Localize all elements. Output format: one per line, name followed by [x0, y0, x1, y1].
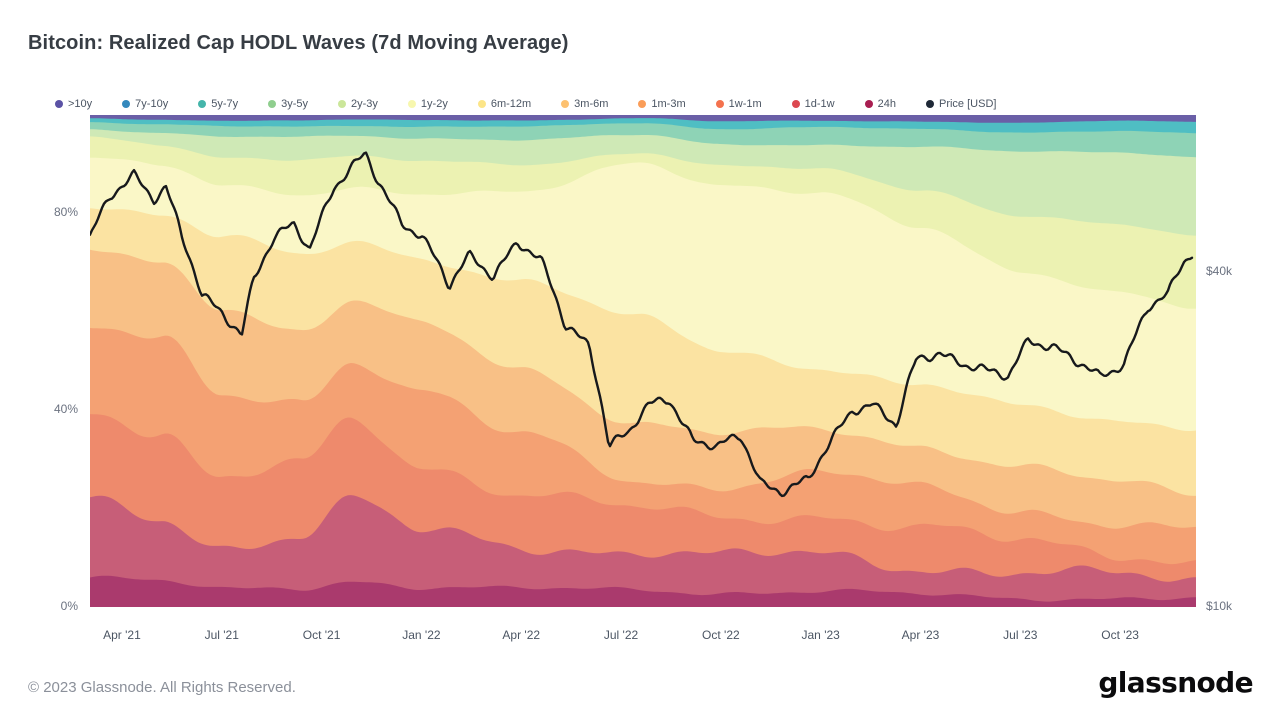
legend-label: 5y-7y — [211, 98, 239, 110]
legend-item-10y[interactable]: >10y — [55, 98, 92, 110]
x-tick-oct-21: Oct '21 — [302, 628, 341, 642]
copyright-text: © 2023 Glassnode. All Rights Reserved. — [28, 679, 296, 696]
x-tick-apr-22: Apr '22 — [502, 628, 541, 642]
legend: >10y 7y-10y 5y-7y 3y-5y 2y-3y 1y-2y 6m-12m 3m-6… — [55, 98, 996, 110]
legend-dot-1m-3m — [638, 100, 647, 108]
legend-label: 1m-3m — [651, 98, 686, 110]
y-left-tick-80: 80% — [53, 205, 78, 220]
legend-label: 6m-12m — [490, 98, 532, 110]
legend-dot-price-usd — [925, 100, 934, 108]
legend-item-1w-1m[interactable]: 1w-1m — [715, 98, 762, 110]
legend-dot-2y-3y — [338, 100, 347, 108]
x-tick-apr-23: Apr '23 — [901, 628, 940, 642]
legend-dot-10y — [55, 100, 63, 108]
y-left-tick-40: 40% — [53, 402, 78, 417]
legend-dot-1d-1w — [791, 100, 800, 108]
y-right-tick-10k: $10k — [1206, 599, 1233, 613]
legend-dot-7y-10y — [122, 100, 131, 108]
legend-label: Price [USD] — [938, 98, 997, 110]
legend-item-24h[interactable]: 24h — [864, 98, 896, 110]
legend-dot-1y-2y — [407, 100, 416, 108]
x-tick-oct-22: Oct '22 — [702, 628, 740, 642]
x-tick-jul-23: Jul '23 — [1003, 628, 1038, 642]
area-band-24h — [90, 575, 1196, 607]
x-tick-jul-21: Jul '21 — [204, 628, 239, 642]
legend-item-3m-6m[interactable]: 3m-6m — [561, 98, 608, 110]
x-tick-oct-23: Oct '23 — [1101, 628, 1139, 642]
legend-dot-1w-1m — [715, 100, 724, 108]
page-title: Bitcoin: Realized Cap HODL Waves (7d Mov… — [28, 32, 569, 54]
legend-item-2y-3y[interactable]: 2y-3y — [338, 98, 378, 110]
legend-dot-5y-7y — [198, 100, 207, 108]
x-tick-jul-22: Jul '22 — [603, 628, 639, 642]
y-left-tick-0: 0% — [60, 599, 78, 613]
legend-item-1m-3m[interactable]: 1m-3m — [638, 98, 686, 110]
stacked-area-chart — [90, 115, 1196, 607]
price-line — [90, 151, 1194, 498]
legend-item-price-usd[interactable]: Price [USD] — [925, 98, 997, 110]
legend-item-3y-5y[interactable]: 3y-5y — [268, 98, 308, 110]
y-right-tick-40k: $40k — [1206, 263, 1233, 278]
legend-label: 3y-5y — [281, 98, 309, 110]
legend-label: 3m-6m — [574, 98, 609, 110]
legend-item-1y-2y[interactable]: 1y-2y — [407, 98, 448, 110]
x-tick-apr-21: Apr '21 — [103, 628, 141, 642]
glassnode-logo: glassnode — [1098, 666, 1253, 699]
legend-label: 24h — [877, 98, 896, 110]
area-band-1d-1w — [90, 495, 1196, 607]
legend-label: 1y-2y — [420, 98, 448, 110]
legend-item-1d-1w[interactable]: 1d-1w — [791, 98, 835, 110]
x-tick-jan-22: Jan '22 — [402, 628, 441, 642]
legend-item-7y-10y[interactable]: 7y-10y — [122, 98, 168, 110]
legend-dot-3m-6m — [561, 100, 570, 108]
legend-item-5y-7y[interactable]: 5y-7y — [198, 98, 238, 110]
legend-label: 2y-3y — [351, 98, 378, 110]
legend-dot-3y-5y — [268, 100, 277, 108]
legend-item-6m-12m[interactable]: 6m-12m — [477, 98, 532, 110]
legend-label: 1d-1w — [804, 98, 835, 110]
hodl-waves-plot[interactable] — [90, 115, 1196, 607]
legend-label: 7y-10y — [135, 98, 169, 110]
legend-label: >10y — [68, 98, 93, 110]
legend-dot-6m-12m — [477, 100, 486, 108]
legend-label: 1w-1m — [728, 98, 762, 110]
x-tick-jan-23: Jan '23 — [801, 628, 840, 642]
legend-dot-24h — [864, 100, 873, 108]
